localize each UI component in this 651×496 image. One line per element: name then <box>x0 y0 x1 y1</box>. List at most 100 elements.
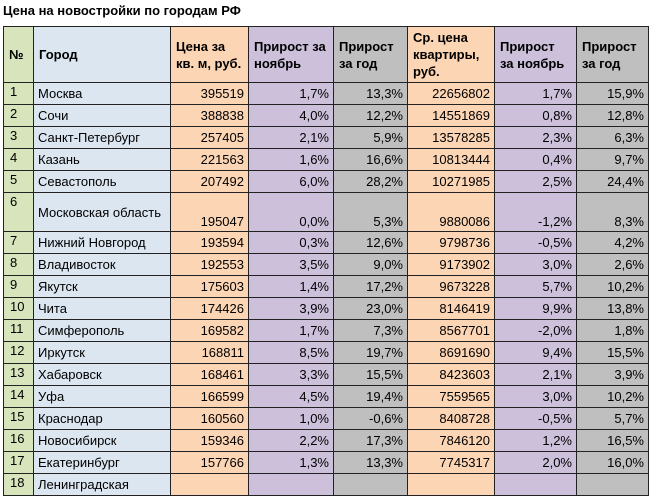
cell-growth-year-sqm[interactable]: 12,6% <box>333 231 408 254</box>
cell-growth-nov-avg[interactable]: 2,0% <box>494 451 577 474</box>
cell-growth-nov-sqm[interactable]: 1,4% <box>248 275 334 298</box>
header-cell-city[interactable]: Город <box>33 26 171 83</box>
cell-growth-year-avg[interactable]: 5,7% <box>576 407 649 430</box>
cell-price-sqm[interactable]: 166599 <box>170 385 249 408</box>
cell-growth-year-sqm[interactable]: 5,9% <box>333 126 408 149</box>
cell-growth-nov-sqm[interactable]: 6,0% <box>248 170 334 193</box>
cell-city[interactable]: Краснодар <box>33 407 171 430</box>
cell-growth-nov-avg[interactable]: 9,9% <box>494 297 577 320</box>
cell-price-sqm[interactable]: 175603 <box>170 275 249 298</box>
cell-growth-year-avg[interactable]: 10,2% <box>576 385 649 408</box>
header-cell-growth-year-sqm[interactable]: Прирост за год <box>333 26 408 83</box>
cell-growth-nov-avg[interactable]: 2,5% <box>494 170 577 193</box>
cell-growth-year-sqm[interactable]: 16,6% <box>333 148 408 171</box>
cell-avg-price[interactable]: 7559565 <box>407 385 495 408</box>
cell-growth-nov-sqm[interactable]: 0,0% <box>248 192 334 232</box>
cell-growth-year-avg[interactable]: 9,7% <box>576 148 649 171</box>
cell-index[interactable]: 17 <box>3 451 34 474</box>
cell-growth-nov-sqm[interactable]: 1,7% <box>248 82 334 105</box>
cell-growth-year-sqm[interactable]: 23,0% <box>333 297 408 320</box>
cell-index[interactable]: 4 <box>3 148 34 171</box>
cell-price-sqm[interactable]: 207492 <box>170 170 249 193</box>
header-cell-price-sqm[interactable]: Цена за кв. м, руб. <box>170 26 249 83</box>
cell-price-sqm[interactable]: 257405 <box>170 126 249 149</box>
cell-index[interactable]: 14 <box>3 385 34 408</box>
cell-index[interactable]: 7 <box>3 231 34 254</box>
cell-growth-nov-avg[interactable]: 2,1% <box>494 363 577 386</box>
cell-index[interactable]: 15 <box>3 407 34 430</box>
cell-avg-price[interactable]: 7846120 <box>407 429 495 452</box>
cell-price-sqm[interactable]: 160560 <box>170 407 249 430</box>
cell-index[interactable]: 16 <box>3 429 34 452</box>
cell-city[interactable]: Санкт-Петербург <box>33 126 171 149</box>
cell-price-sqm[interactable]: 192553 <box>170 253 249 276</box>
cell-avg-price[interactable]: 8408728 <box>407 407 495 430</box>
cell-city[interactable]: Екатеринбург <box>33 451 171 474</box>
cell-growth-nov-sqm[interactable]: 4,0% <box>248 104 334 127</box>
cell-city[interactable]: Чита <box>33 297 171 320</box>
cell-growth-nov-avg[interactable]: 5,7% <box>494 275 577 298</box>
cell-index[interactable]: 10 <box>3 297 34 320</box>
cell-city[interactable]: Якутск <box>33 275 171 298</box>
cell-index[interactable]: 12 <box>3 341 34 364</box>
cell-growth-nov-sqm[interactable]: 1,0% <box>248 407 334 430</box>
cell-growth-nov-sqm[interactable]: 1,7% <box>248 319 334 342</box>
cell-growth-nov-sqm[interactable]: 2,2% <box>248 429 334 452</box>
cell-city[interactable]: Московская область <box>33 192 171 232</box>
cell-price-sqm[interactable]: 395519 <box>170 82 249 105</box>
cell-city[interactable]: Хабаровск <box>33 363 171 386</box>
cell-growth-nov-sqm[interactable]: 3,3% <box>248 363 334 386</box>
cell-price-sqm[interactable]: 159346 <box>170 429 249 452</box>
cell-growth-year-avg[interactable]: 13,8% <box>576 297 649 320</box>
cell-growth-year-avg[interactable]: 16,0% <box>576 451 649 474</box>
cell-growth-year-sqm[interactable]: 19,7% <box>333 341 408 364</box>
cell-index[interactable]: 5 <box>3 170 34 193</box>
cell-growth-nov-avg[interactable]: -2,0% <box>494 319 577 342</box>
cell-growth-year-avg[interactable]: 2,6% <box>576 253 649 276</box>
cell-growth-year-avg[interactable]: 1,8% <box>576 319 649 342</box>
cell-price-sqm[interactable]: 168461 <box>170 363 249 386</box>
cell-index[interactable]: 9 <box>3 275 34 298</box>
cell-price-sqm[interactable]: 195047 <box>170 192 249 232</box>
cell-growth-year-sqm[interactable]: 13,3% <box>333 451 408 474</box>
cell-price-sqm[interactable]: 157766 <box>170 451 249 474</box>
cell-growth-year-sqm[interactable]: -0,6% <box>333 407 408 430</box>
cell-growth-year-avg[interactable]: 4,2% <box>576 231 649 254</box>
cell-growth-year-avg[interactable]: 3,9% <box>576 363 649 386</box>
cell-growth-year-avg[interactable]: 16,5% <box>576 429 649 452</box>
cell-avg-price[interactable]: 8146419 <box>407 297 495 320</box>
cell-growth-nov-avg[interactable]: 2,3% <box>494 126 577 149</box>
cell-growth-nov-avg[interactable]: 1,7% <box>494 82 577 105</box>
cell-growth-year-avg[interactable]: 10,2% <box>576 275 649 298</box>
cell-growth-nov-avg[interactable]: -0,5% <box>494 231 577 254</box>
cell-avg-price[interactable]: 14551869 <box>407 104 495 127</box>
cell-growth-nov-avg[interactable]: 3,0% <box>494 385 577 408</box>
cell-avg-price[interactable]: 9880086 <box>407 192 495 232</box>
cell-city[interactable]: Симферополь <box>33 319 171 342</box>
cell-growth-year-sqm[interactable]: 9,0% <box>333 253 408 276</box>
cell-avg-price[interactable]: 22656802 <box>407 82 495 105</box>
cell-city[interactable]: Уфа <box>33 385 171 408</box>
cell-growth-nov-sqm[interactable]: 2,1% <box>248 126 334 149</box>
cell-growth-nov-avg[interactable]: -0,5% <box>494 407 577 430</box>
cell-growth-year-sqm[interactable]: 15,5% <box>333 363 408 386</box>
cell-price-sqm[interactable]: 168811 <box>170 341 249 364</box>
cell-avg-price[interactable]: 8567701 <box>407 319 495 342</box>
cell-growth-year-avg[interactable]: 6,3% <box>576 126 649 149</box>
cell-avg-price[interactable]: 8423603 <box>407 363 495 386</box>
cell-avg-price[interactable]: 7745317 <box>407 451 495 474</box>
cell-avg-price[interactable]: 8691690 <box>407 341 495 364</box>
cell-growth-year-avg[interactable]: 15,9% <box>576 82 649 105</box>
cell-city[interactable]: Севастополь <box>33 170 171 193</box>
cell-index[interactable]: 2 <box>3 104 34 127</box>
cell-growth-nov-avg[interactable]: 0,8% <box>494 104 577 127</box>
cell-city[interactable]: Нижний Новгород <box>33 231 171 254</box>
cell-avg-price[interactable]: 9673228 <box>407 275 495 298</box>
cell-growth-nov-avg[interactable]: 1,2% <box>494 429 577 452</box>
cell-price-sqm[interactable]: 169582 <box>170 319 249 342</box>
cell-avg-price[interactable]: 10813444 <box>407 148 495 171</box>
cell-growth-year-avg[interactable]: 24,4% <box>576 170 649 193</box>
cell-growth-year-sqm[interactable]: 17,2% <box>333 275 408 298</box>
cell-growth-year-sqm[interactable]: 17,3% <box>333 429 408 452</box>
cell-index[interactable]: 13 <box>3 363 34 386</box>
